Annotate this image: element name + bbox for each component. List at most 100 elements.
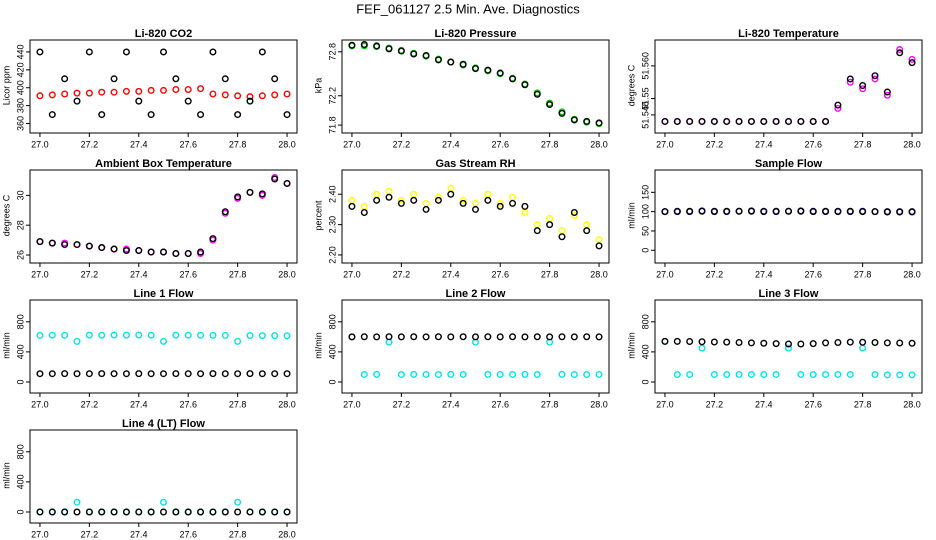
data-point bbox=[135, 370, 143, 378]
data-point bbox=[509, 75, 517, 83]
y-tick-label: 800 bbox=[640, 314, 650, 329]
figure-title: FEF_061127 2.5 Min. Ave. Diagnostics bbox=[356, 1, 580, 16]
y-axis-label: ml/min bbox=[313, 332, 323, 359]
x-tick-label: 27.4 bbox=[442, 399, 460, 409]
y-tick-label: 400 bbox=[640, 344, 650, 359]
x-tick-label: 27.6 bbox=[179, 269, 197, 279]
data-point bbox=[73, 370, 81, 378]
x-tick-label: 27.2 bbox=[393, 399, 411, 409]
data-point bbox=[484, 66, 492, 74]
data-point bbox=[246, 93, 254, 101]
data-point bbox=[871, 338, 879, 346]
data-point bbox=[85, 370, 93, 378]
data-point bbox=[397, 333, 405, 341]
data-point bbox=[822, 117, 830, 125]
x-tick-label: 27.8 bbox=[854, 399, 872, 409]
data-point bbox=[373, 370, 381, 378]
x-tick-label: 27.6 bbox=[179, 139, 197, 149]
data-point bbox=[373, 333, 381, 341]
plot-frame bbox=[341, 299, 610, 394]
data-point bbox=[846, 75, 854, 83]
y-tick-label: 400 bbox=[15, 344, 25, 359]
data-point bbox=[546, 101, 554, 109]
y-tick-label: 71.8 bbox=[327, 116, 337, 134]
x-tick-label: 27.4 bbox=[755, 399, 773, 409]
y-tick-label: 30 bbox=[15, 190, 25, 200]
data-point bbox=[234, 92, 242, 100]
data-point bbox=[234, 193, 242, 201]
data-point bbox=[246, 188, 254, 196]
data-point bbox=[846, 207, 854, 215]
x-tick-label: 28.0 bbox=[590, 399, 608, 409]
data-point bbox=[822, 339, 830, 347]
data-point bbox=[698, 207, 706, 215]
data-point bbox=[896, 371, 904, 379]
data-point bbox=[283, 508, 291, 516]
data-point bbox=[661, 117, 669, 125]
data-point bbox=[546, 333, 554, 341]
data-point bbox=[447, 184, 455, 192]
data-point bbox=[434, 56, 442, 64]
data-point bbox=[209, 508, 217, 516]
x-tick-label: 27.0 bbox=[343, 269, 361, 279]
data-point bbox=[221, 331, 229, 339]
x-tick-label: 27.2 bbox=[81, 269, 99, 279]
data-point bbox=[521, 81, 529, 89]
y-axis-label: degrees C bbox=[626, 64, 636, 106]
data-point bbox=[397, 196, 405, 204]
data-point bbox=[735, 338, 743, 346]
data-point bbox=[434, 193, 442, 201]
data-point bbox=[859, 344, 867, 352]
data-point bbox=[834, 338, 842, 346]
data-point bbox=[234, 508, 242, 516]
data-point bbox=[570, 211, 578, 219]
data-point bbox=[48, 331, 56, 339]
data-point bbox=[410, 190, 418, 198]
data-point bbox=[447, 58, 455, 66]
data-point bbox=[723, 338, 731, 346]
x-tick-label: 28.0 bbox=[590, 139, 608, 149]
data-point bbox=[385, 333, 393, 341]
x-tick-label: 27.8 bbox=[541, 269, 559, 279]
panel-title: Gas Stream RH bbox=[435, 158, 515, 170]
data-point bbox=[846, 370, 854, 378]
data-point bbox=[484, 196, 492, 204]
data-point bbox=[234, 111, 242, 119]
data-point bbox=[122, 87, 130, 95]
x-tick-label: 27.8 bbox=[541, 139, 559, 149]
x-tick-label: 27.2 bbox=[393, 269, 411, 279]
data-point bbox=[583, 333, 591, 341]
x-tick-label: 27.4 bbox=[442, 139, 460, 149]
data-point bbox=[258, 370, 266, 378]
data-point bbox=[459, 196, 467, 204]
data-point bbox=[135, 87, 143, 95]
data-point bbox=[735, 207, 743, 215]
data-point bbox=[159, 508, 167, 516]
data-point bbox=[197, 111, 205, 119]
data-point bbox=[834, 208, 842, 216]
data-point bbox=[197, 370, 205, 378]
data-point bbox=[147, 248, 155, 256]
data-point bbox=[772, 207, 780, 215]
data-point bbox=[760, 339, 768, 347]
data-point bbox=[533, 221, 541, 229]
x-tick-label: 27.0 bbox=[31, 269, 49, 279]
x-tick-label: 27.2 bbox=[81, 139, 99, 149]
data-point bbox=[397, 370, 405, 378]
data-point bbox=[373, 196, 381, 204]
panel-title: Li-820 Pressure bbox=[435, 28, 517, 40]
data-point bbox=[809, 117, 817, 125]
x-tick-label: 27.0 bbox=[343, 399, 361, 409]
data-point bbox=[908, 339, 916, 347]
data-point bbox=[73, 97, 81, 105]
x-tick-label: 27.6 bbox=[179, 529, 197, 539]
data-point bbox=[673, 337, 681, 345]
y-axis-label: ml/min bbox=[626, 202, 636, 229]
x-tick-label: 28.0 bbox=[903, 269, 921, 279]
data-point bbox=[496, 199, 504, 207]
data-point bbox=[221, 208, 229, 216]
data-point bbox=[447, 333, 455, 341]
data-point bbox=[834, 104, 842, 112]
plot-frame bbox=[29, 429, 298, 524]
data-point bbox=[583, 370, 591, 378]
